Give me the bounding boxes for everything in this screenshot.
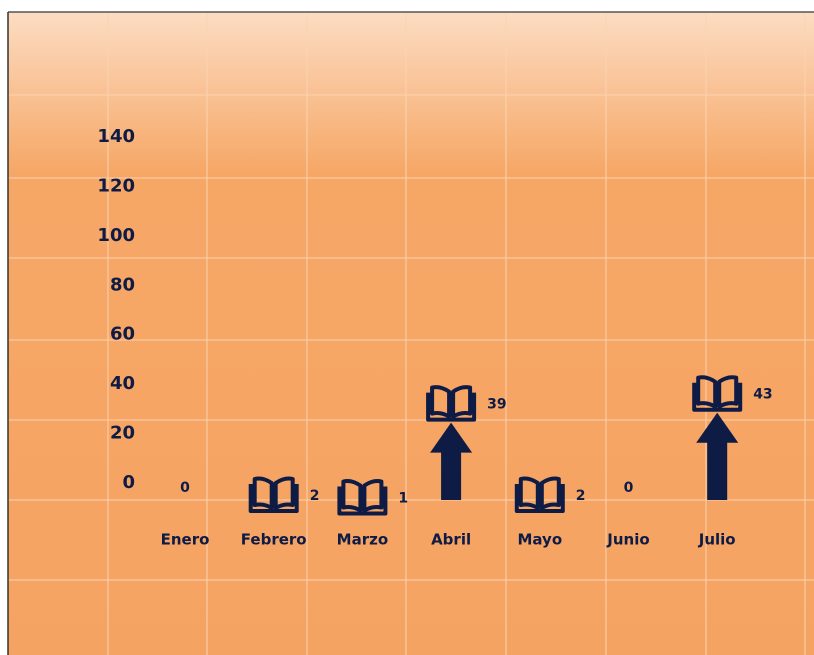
book-icon: [426, 385, 477, 422]
book-icon: [337, 479, 388, 516]
y-tick-label: 80: [110, 274, 135, 295]
x-tick-label: Mayo: [517, 531, 562, 549]
x-tick-label: Abril: [431, 531, 471, 549]
y-tick-label: 120: [97, 175, 135, 196]
y-tick-label: 0: [122, 472, 135, 493]
pictogram: [248, 476, 299, 514]
book-icon: [692, 375, 743, 412]
x-tick-label: Febrero: [241, 531, 307, 549]
value-label: 39: [487, 397, 506, 413]
value-label: 2: [310, 488, 320, 504]
book-icon: [248, 476, 299, 514]
y-tick-label: 20: [110, 423, 135, 444]
background-grid: [8, 12, 814, 655]
plot-background: [8, 12, 814, 655]
value-label: 0: [180, 480, 190, 496]
pictogram: [426, 385, 477, 500]
pictogram: [337, 479, 388, 516]
x-tick-label: Marzo: [337, 531, 388, 549]
pictogram: [514, 476, 565, 514]
x-tick-label: Enero: [161, 531, 210, 549]
y-tick-label: 140: [97, 126, 135, 147]
arrow: [696, 412, 739, 500]
x-tick-label: Julio: [698, 531, 736, 549]
book-icon: [514, 476, 565, 514]
x-tick-label: Junio: [606, 531, 649, 549]
y-tick-label: 40: [110, 373, 135, 394]
arrow: [430, 422, 473, 500]
value-label: 0: [624, 480, 634, 496]
y-tick-label: 60: [110, 324, 135, 345]
value-label: 1: [398, 491, 408, 507]
y-tick-label: 100: [97, 225, 135, 246]
value-label: 2: [576, 488, 586, 504]
pictogram: [692, 375, 743, 500]
value-label: 43: [753, 387, 772, 403]
